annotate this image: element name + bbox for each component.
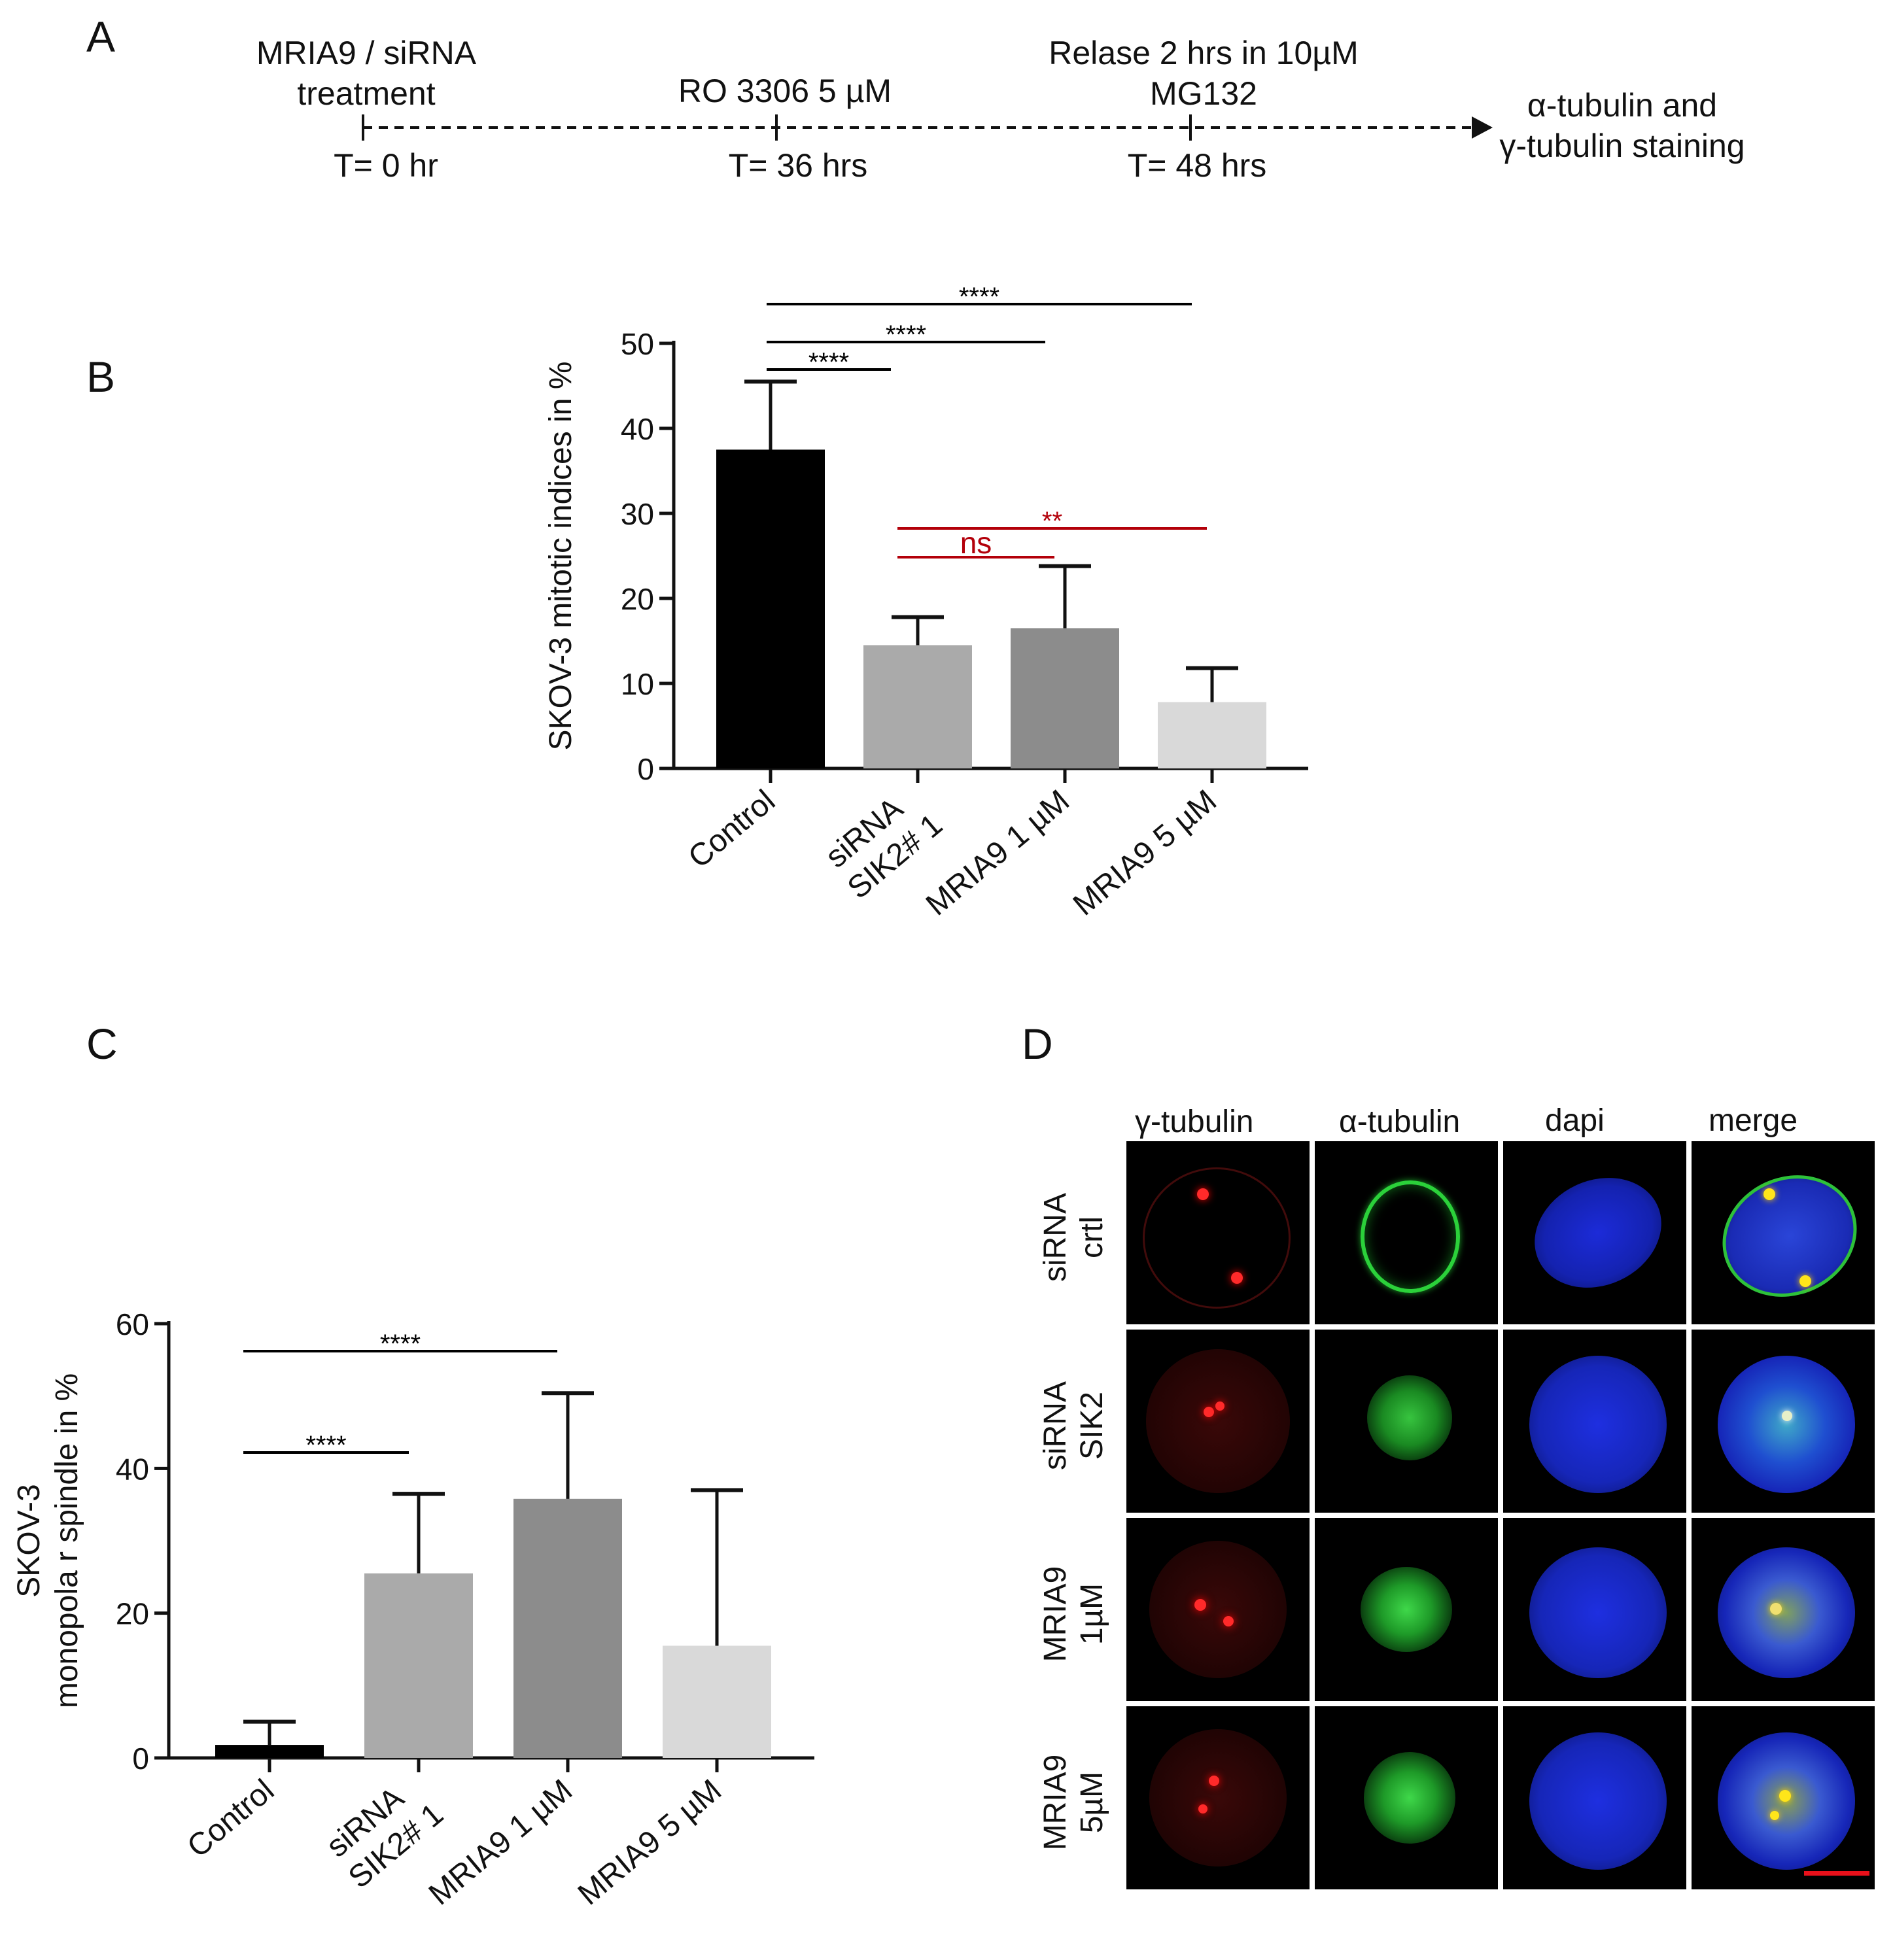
bar-3 [1158,702,1266,768]
bar-0 [716,449,825,768]
timeline-event-3-line2: MG132 [1150,75,1257,112]
significance-label-4: ** [1042,507,1062,536]
x-category-label-2: MRIA9 1 µM [423,1773,579,1912]
y-axis-label: SKOV-3 mitotic indices in % [544,362,578,751]
timeline-event-2-line1: RO 3306 5 µM [678,73,892,109]
y-axis-label-line1: SKOV-3 [12,1484,46,1597]
image-mria9-1um-merge [1692,1518,1875,1701]
significance-label-2: **** [959,283,999,311]
image-sirna-sik2-alpha-tubulin [1315,1330,1498,1513]
row-3-line2: 1µM [1075,1583,1109,1645]
bar-1 [364,1573,473,1758]
timeline-event-3-label: Relase 2 hrs in 10µM MG132 [1033,33,1374,114]
row-header-mria9-5um: MRIA9 5µM [1037,1711,1111,1894]
y-tick-label-30: 30 [621,497,654,531]
image-sirna-crtl-merge [1692,1141,1875,1324]
bar-3 [663,1645,771,1758]
row-header-mria9-1um: MRIA9 1µM [1037,1522,1111,1706]
image-mria9-5um-gamma-tubulin [1126,1706,1310,1889]
y-tick-label-50: 50 [621,327,654,361]
y-tick-label-20: 20 [116,1597,149,1631]
y-tick-label-10: 10 [621,667,654,701]
y-tick-label-20: 20 [621,582,654,616]
timeline-event-2-time: T= 36 hrs [728,147,868,184]
significance-label-0: **** [305,1431,346,1460]
image-mria9-1um-alpha-tubulin [1315,1518,1498,1701]
y-tick-label-0: 0 [132,1742,149,1776]
x-category-label-line: MRIA9 5 µM [572,1773,728,1912]
panel-a-letter: A [86,12,116,61]
x-category-label-line: MRIA9 1 µM [423,1773,579,1912]
column-header-gamma-tubulin: γ-tubulin [1135,1105,1254,1139]
y-tick-label-40: 40 [116,1452,149,1486]
bar-2 [1011,628,1119,768]
timeline-event-1-line1: MRIA9 / siRNA [256,35,477,71]
image-sirna-sik2-dapi [1503,1330,1686,1513]
row-header-sirna-sik2: siRNA SIK2 [1037,1334,1111,1517]
column-header-dapi: dapi [1545,1103,1605,1138]
bar-1 [863,645,972,768]
y-axis-label-line2: monopola r spindle in % [50,1373,84,1708]
significance-label-3: ns [960,526,992,560]
y-tick-label-60: 60 [116,1307,149,1341]
panel-d-letter: D [1022,1020,1053,1068]
x-category-label-0: Control [181,1773,281,1865]
row-1-line2: crtl [1075,1216,1109,1258]
image-sirna-sik2-merge [1692,1330,1875,1513]
bar-2 [513,1498,622,1758]
row-3-line1: MRIA9 [1038,1566,1073,1662]
x-category-label-3: MRIA9 5 µM [572,1773,728,1912]
image-mria9-1um-gamma-tubulin [1126,1518,1310,1701]
image-sirna-crtl-dapi [1503,1141,1686,1324]
x-category-label-1: siRNASIK2# 1 [318,1768,450,1895]
timeline-event-1-line2: treatment [297,75,436,112]
y-tick-label-0: 0 [637,752,654,786]
image-mria9-5um-alpha-tubulin [1315,1706,1498,1889]
row-2-line2: SIK2 [1075,1391,1109,1460]
significance-label-0: **** [808,348,849,377]
column-header-alpha-tubulin: α-tubulin [1339,1105,1461,1139]
row-2-line1: siRNA [1038,1381,1073,1471]
image-sirna-crtl-alpha-tubulin [1315,1141,1498,1324]
scale-bar [1804,1871,1869,1876]
significance-label-1: **** [380,1330,421,1358]
y-tick-label-40: 40 [621,412,654,446]
timeline-event-3-line1: Relase 2 hrs in 10µM [1049,35,1359,71]
timeline-end-line2: γ-tubulin staining [1499,128,1745,164]
timeline-axis [362,114,1493,141]
panel-c-letter: C [86,1020,118,1068]
panel-b-letter: B [86,352,116,401]
row-4-line1: MRIA9 [1038,1754,1073,1851]
row-1-line1: siRNA [1038,1193,1073,1282]
column-header-merge: merge [1709,1103,1798,1138]
row-4-line2: 5µM [1075,1771,1109,1834]
bar-0 [215,1745,324,1758]
timeline-event-1-label: MRIA9 / siRNA treatment [255,33,478,114]
image-mria9-5um-merge [1692,1706,1875,1889]
timeline-event-1-time: T= 0 hr [334,147,438,184]
image-sirna-sik2-gamma-tubulin [1126,1330,1310,1513]
timeline-arrowhead [1472,116,1493,139]
timeline-end-label: α-tubulin and γ-tubulin staining [1485,85,1760,166]
significance-label-1: **** [886,320,926,349]
timeline-end-line1: α-tubulin and [1527,87,1718,124]
x-category-label-line: Control [181,1773,281,1865]
image-mria9-5um-dapi [1503,1706,1686,1889]
image-sirna-crtl-gamma-tubulin [1126,1141,1310,1324]
timeline-event-3-time: T= 48 hrs [1127,147,1267,184]
timeline-event-2-label: RO 3306 5 µM [661,71,909,111]
row-header-sirna-crtl: siRNA crtl [1037,1146,1111,1329]
image-mria9-1um-dapi [1503,1518,1686,1701]
